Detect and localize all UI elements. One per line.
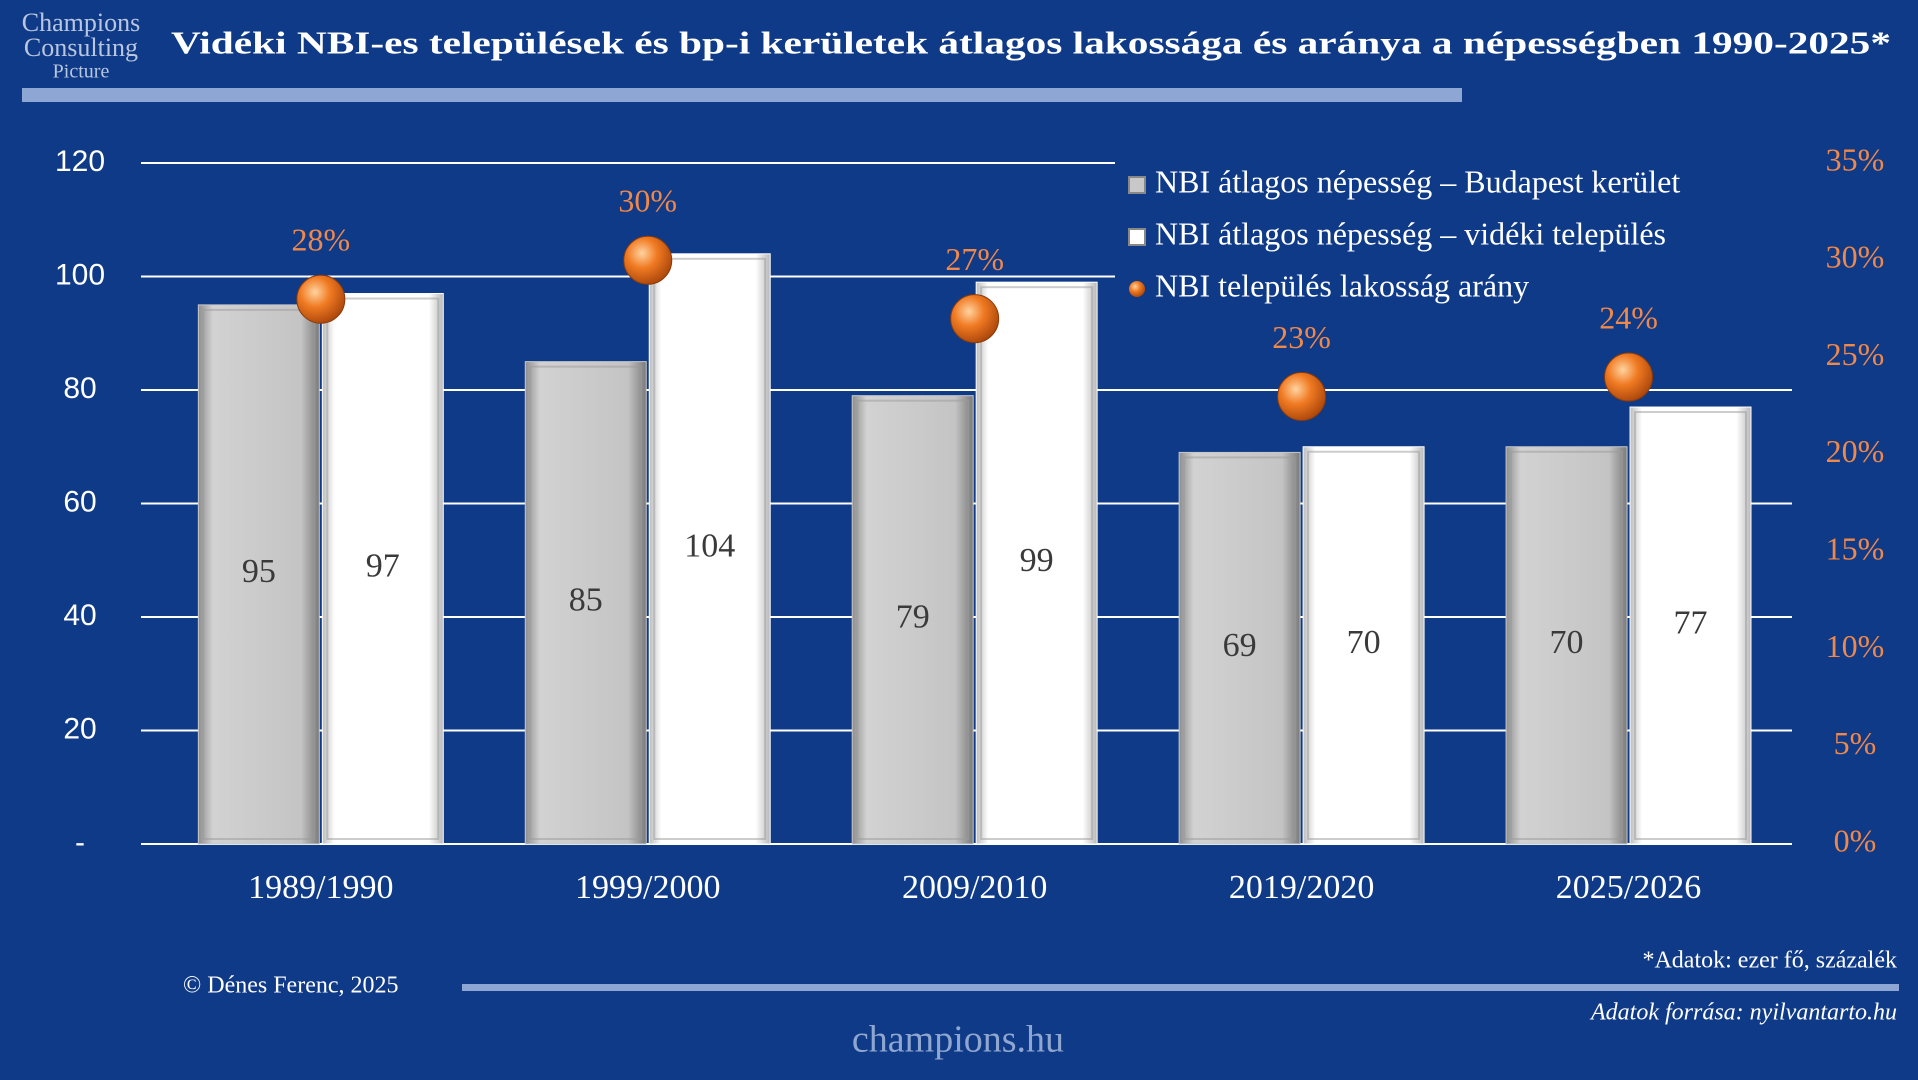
x-tick-label: 1999/2000: [575, 869, 720, 906]
bar: [1629, 406, 1752, 845]
value-label: 69: [1223, 627, 1257, 664]
legend-swatch: [1128, 228, 1146, 246]
legend-background: [1115, 160, 1812, 315]
bar-bevel: [202, 308, 316, 840]
y-tick-label: -: [75, 826, 85, 859]
y2-tick-label: 20%: [1826, 433, 1885, 469]
bar: [851, 395, 974, 845]
legend-label: NBI átlagos népesség – Budapest kerület: [1155, 163, 1680, 199]
y2-tick-label: 10%: [1826, 628, 1885, 664]
bar-bevel: [653, 257, 767, 840]
ratio-dot: [1277, 371, 1327, 421]
y-tick-label: 40: [63, 599, 96, 632]
x-tick-label: 1989/1990: [248, 869, 393, 906]
credit: © Dénes Ferenc, 2025: [183, 973, 399, 999]
logo-line: Picture: [53, 61, 110, 83]
y2-tick-label: 25%: [1826, 336, 1885, 372]
bar: [975, 281, 1098, 845]
y-tick-label: 100: [55, 258, 105, 291]
ratio-label: 24%: [1599, 299, 1658, 335]
value-label: 70: [1550, 624, 1584, 661]
ratio-label: 23%: [1272, 319, 1331, 355]
y2-tick-label: 0%: [1834, 822, 1877, 858]
bar: [197, 304, 320, 845]
y-tick-label: 120: [55, 145, 105, 178]
y-tick-label: 20: [63, 712, 96, 745]
source: Adatok forrása: nyilvantarto.hu: [1589, 1000, 1897, 1026]
ratio-dot: [623, 235, 673, 285]
ratio-dot: [950, 294, 1000, 344]
value-label: 85: [569, 582, 603, 619]
x-tick-label: 2009/2010: [902, 869, 1047, 906]
logo-line: Champions: [22, 8, 140, 37]
y2-tick-label: 35%: [1826, 141, 1885, 177]
value-label: 70: [1347, 624, 1381, 661]
x-tick-label: 2025/2026: [1556, 869, 1701, 906]
legend-label: NBI átlagos népesség – vidéki település: [1155, 215, 1666, 251]
ratio-dot: [296, 274, 346, 324]
y2-tick-label: 30%: [1826, 239, 1885, 275]
bar-bevel: [1183, 456, 1297, 840]
legend-swatch: [1129, 281, 1145, 297]
ratio-label: 28%: [291, 222, 350, 258]
x-tick-label: 2019/2020: [1229, 869, 1374, 906]
value-label: 95: [242, 553, 276, 590]
y-tick-label: 60: [63, 485, 96, 518]
bar-bevel: [980, 286, 1094, 840]
footnote: *Adatok: ezer fő, százalék: [1642, 948, 1897, 974]
y2-tick-label: 15%: [1826, 530, 1885, 566]
ratio-label: 30%: [618, 183, 677, 219]
y2-tick-label: 5%: [1834, 725, 1877, 761]
website: champions.hu: [852, 1019, 1064, 1061]
bar-bevel: [1510, 450, 1624, 840]
value-label: 77: [1674, 604, 1708, 641]
bar-bevel: [529, 365, 643, 840]
bar-bevel: [326, 297, 440, 840]
bar: [648, 253, 771, 845]
title-underline: [22, 88, 1462, 102]
logo-line: Consulting: [24, 33, 138, 62]
bar: [1178, 451, 1301, 845]
ratio-label: 27%: [945, 241, 1004, 277]
chart-title: Vidéki NBI-es települések és bp-i kerüle…: [171, 24, 1891, 60]
bar: [1302, 446, 1425, 845]
value-label: 104: [684, 528, 735, 565]
legend-swatch: [1128, 176, 1146, 194]
y-tick-label: 80: [63, 372, 96, 405]
bar: [321, 293, 444, 845]
bar: [524, 361, 647, 845]
bar-bevel: [1634, 411, 1747, 840]
bar-bevel: [1307, 450, 1421, 840]
footer-line: [462, 984, 1899, 991]
bar: [1505, 446, 1628, 845]
value-label: 99: [1020, 542, 1054, 579]
bar-bevel: [856, 399, 970, 840]
value-label: 97: [366, 548, 400, 585]
value-label: 79: [896, 599, 930, 636]
legend-label: NBI település lakosság arány: [1155, 267, 1529, 303]
ratio-dot: [1604, 352, 1654, 402]
